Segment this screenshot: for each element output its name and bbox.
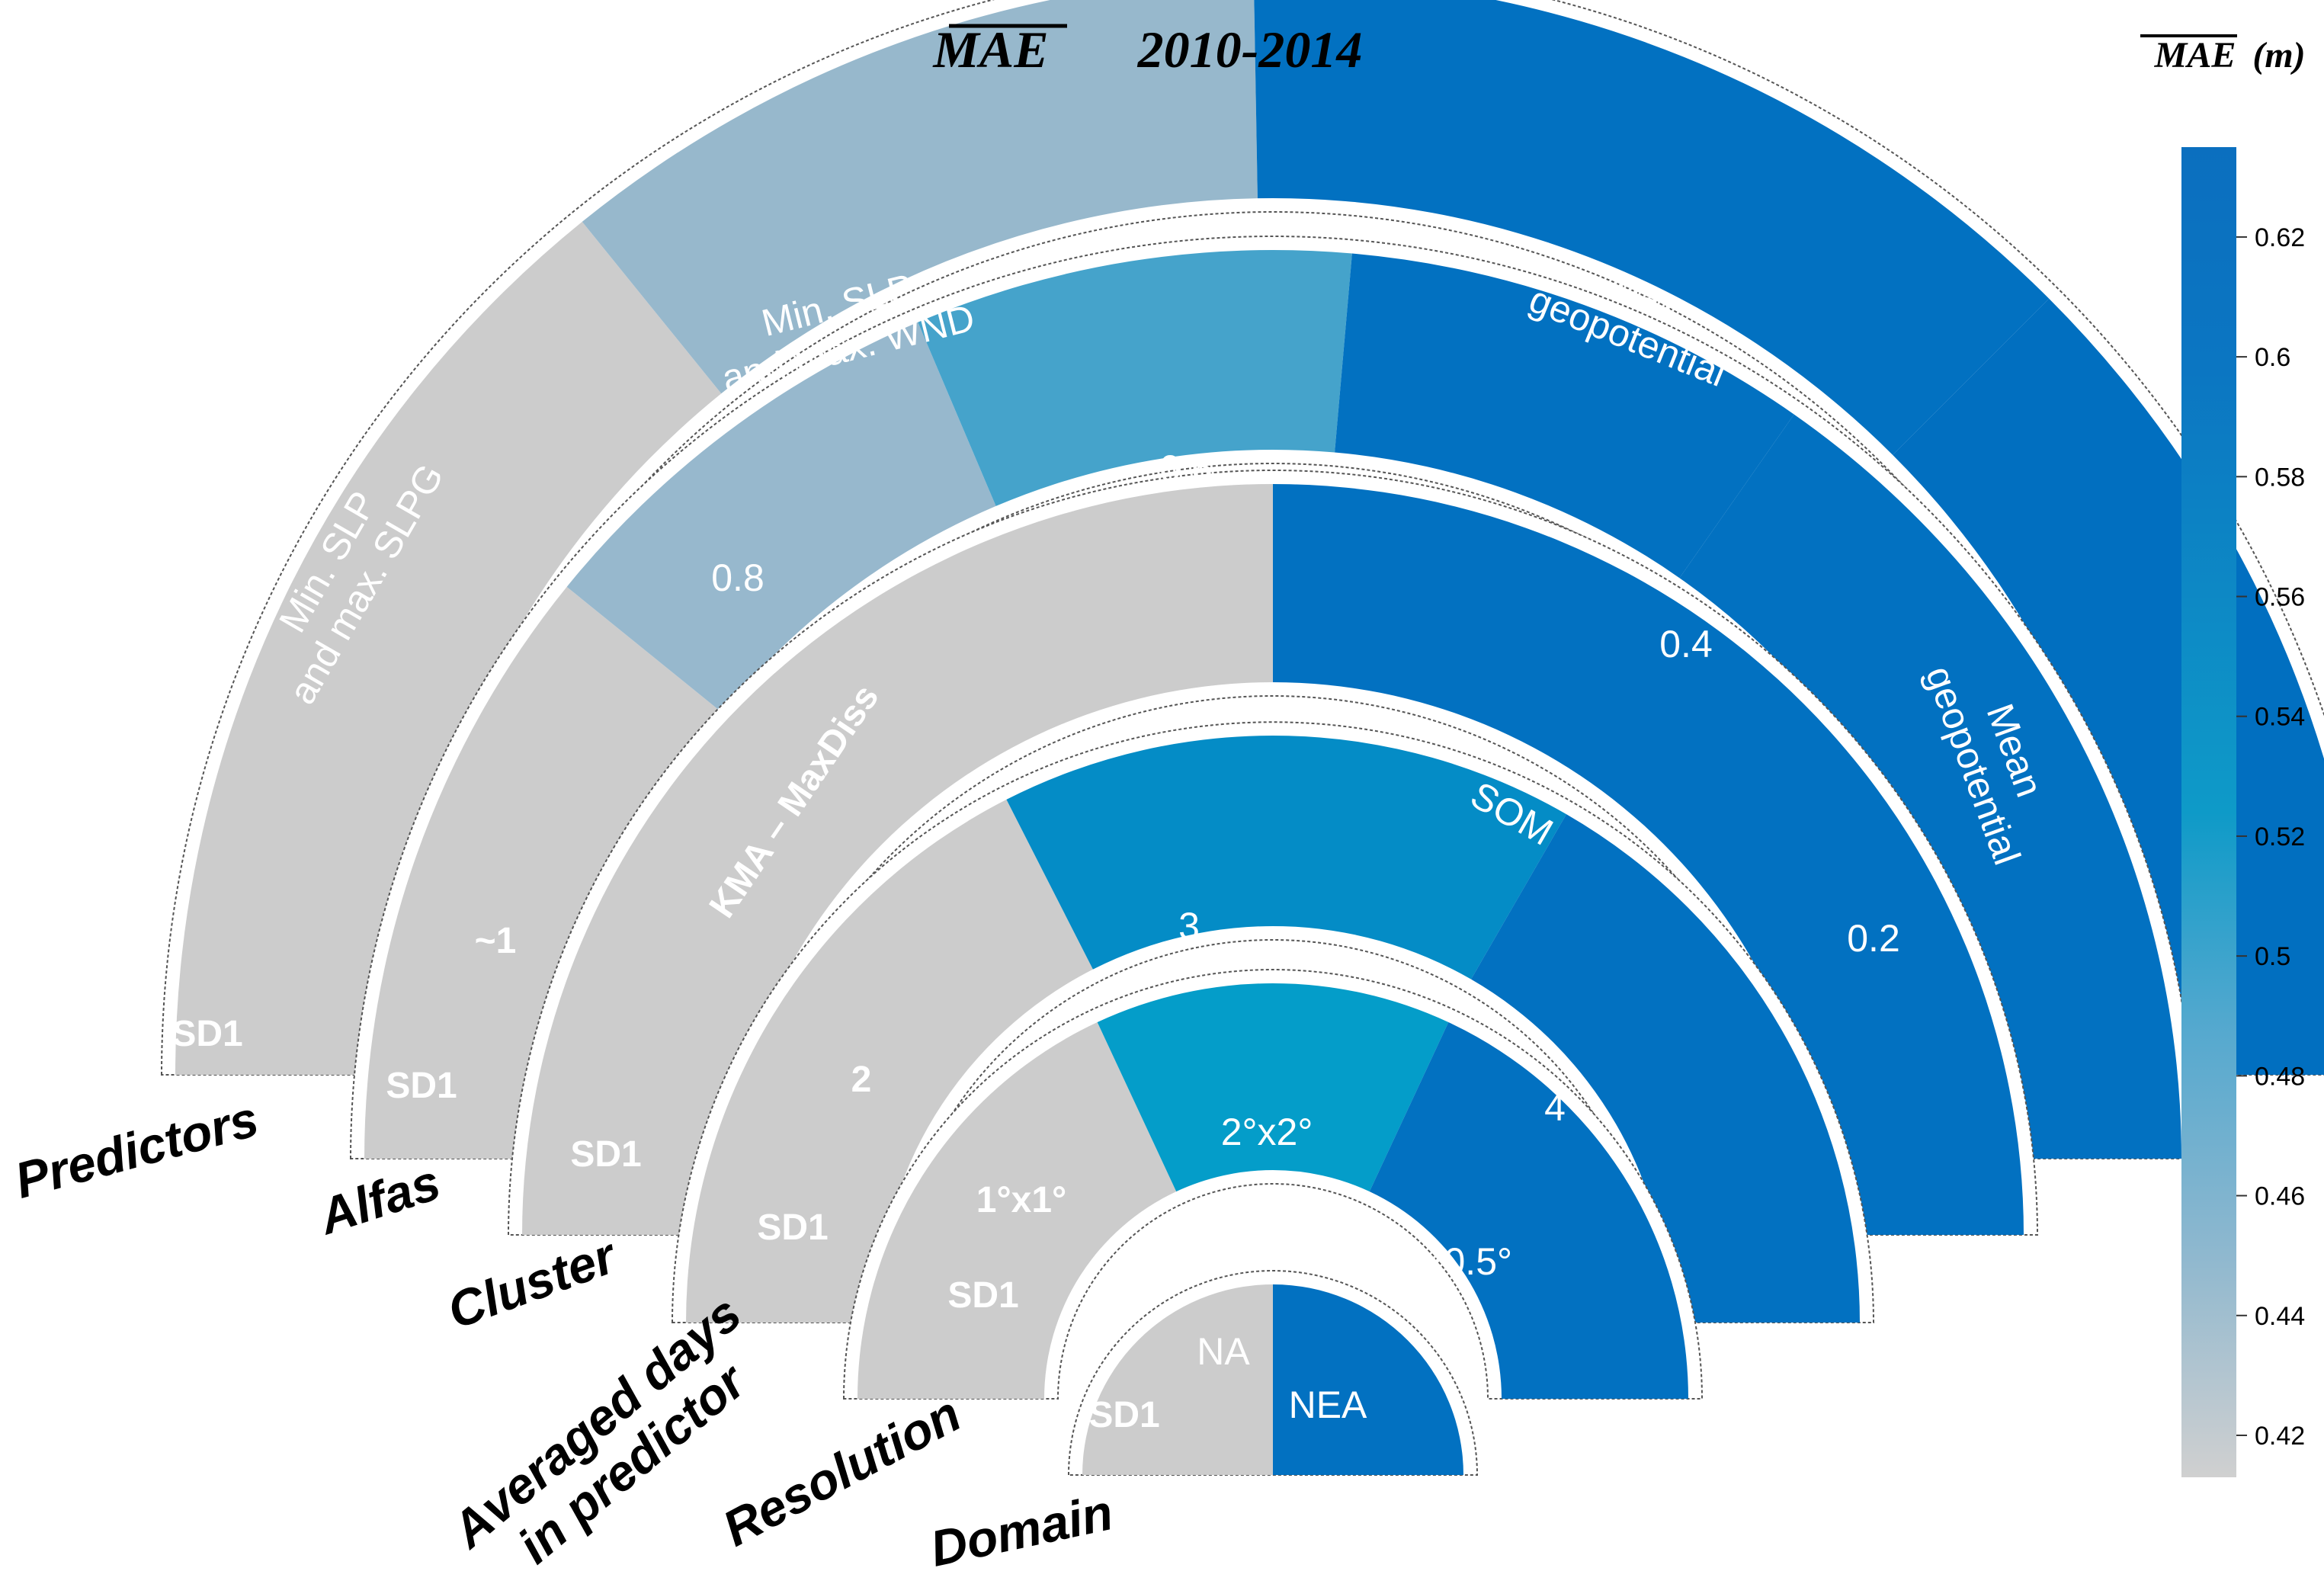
segment-1 (1082, 1284, 1273, 1475)
segment-3 (1471, 814, 1860, 1323)
ring-name-label: Cluster (441, 1226, 625, 1339)
colorbar-label-overline: MAE (2154, 35, 2236, 75)
segment-label: 0.4 (1659, 623, 1713, 665)
segment-3 (1369, 1022, 1688, 1399)
sd1-label: SD1 (386, 1066, 457, 1106)
segment-1 (522, 484, 1273, 1235)
segment-1 (686, 799, 1093, 1323)
segment-2 (1097, 983, 1449, 1192)
colorbar-tick-label: 0.6 (2255, 343, 2290, 372)
segment-4 (1335, 253, 1794, 579)
colorbar-tick-label: 0.46 (2255, 1182, 2305, 1211)
colorbar-gradient (2181, 147, 2236, 1477)
sd1-label: SD1 (570, 1134, 641, 1175)
colorbar-tick-label: 0.5 (2255, 942, 2290, 971)
colorbar-tick-label: 0.52 (2255, 822, 2305, 851)
sd1-label: SD1 (171, 1014, 242, 1054)
segment-2 (582, 0, 1258, 394)
segment-label: 3 (1178, 905, 1200, 948)
segment-label: 2 (851, 1060, 872, 1100)
segment-2 (1006, 736, 1566, 980)
colorbar-tick-label: 0.54 (2255, 703, 2305, 732)
colorbar-ticks: 0.42 0.44 0.46 0.48 0.5 0.52 0.54 0.56 0.58 0.6 0.… (2236, 223, 2305, 1451)
title-years-text: 2010-2014 (1137, 21, 1363, 79)
segment-label: ~1 (475, 921, 517, 961)
colorbar-tick-label: 0.56 (2255, 583, 2305, 612)
segment-1 (175, 221, 722, 1076)
segment-label: NEA (1289, 1384, 1367, 1426)
segment-1 (857, 1022, 1177, 1399)
ring-cluster (507, 470, 2039, 1236)
colorbar-tick-label: 0.48 (2255, 1062, 2305, 1091)
segment-2 (1273, 1284, 1463, 1475)
ring-domain (1067, 1270, 1479, 1476)
segment-label: 4 (1544, 1086, 1566, 1129)
segment-1 (364, 586, 723, 1159)
colorbar-tick-label: 0.62 (2255, 223, 2305, 252)
ring-alfas (349, 236, 2197, 1159)
segment-3 (1254, 0, 2050, 455)
segment-2 (1273, 484, 2024, 1235)
chart-title: MAE 2010-2014 (932, 21, 1362, 79)
ring-name-label: Predictors (9, 1090, 264, 1209)
sd1-label: SD1 (1088, 1395, 1159, 1435)
colorbar-tick-label: 0.44 (2255, 1302, 2305, 1331)
colorbar-tick-label: 0.58 (2255, 463, 2305, 492)
segment-3 (918, 250, 1352, 506)
segment-label: 0.2 (1847, 917, 1900, 960)
colorbar-label-unit: (m) (2252, 35, 2305, 75)
segment-label: NA (1197, 1330, 1250, 1373)
ring-name-label: Domain (925, 1483, 1117, 1577)
sd1-label: SD1 (947, 1275, 1018, 1316)
sd1-label: SD1 (757, 1207, 828, 1248)
segment-5 (1679, 414, 2181, 1159)
ring-averaged-days-in-predictor (671, 721, 1875, 1323)
ring-name-label: Alfas (311, 1153, 447, 1246)
title-overline-text: MAE (932, 21, 1048, 79)
segment-2 (566, 322, 996, 713)
segment-label: 2°x2° (1221, 1111, 1313, 1153)
colorbar-tick-label: 0.42 (2255, 1422, 2305, 1451)
colorbar: 0.42 0.44 0.46 0.48 0.5 0.52 0.54 0.56 0.58 0.6 0.… (2140, 34, 2306, 1477)
segment-label: 0.8 (711, 556, 765, 599)
segment-label: 0.5°x0.5° (1357, 1240, 1512, 1283)
segment-label: 1°x1° (976, 1180, 1066, 1220)
ring-resolution (842, 969, 1704, 1400)
segment-label: 0.6 (1159, 447, 1213, 490)
